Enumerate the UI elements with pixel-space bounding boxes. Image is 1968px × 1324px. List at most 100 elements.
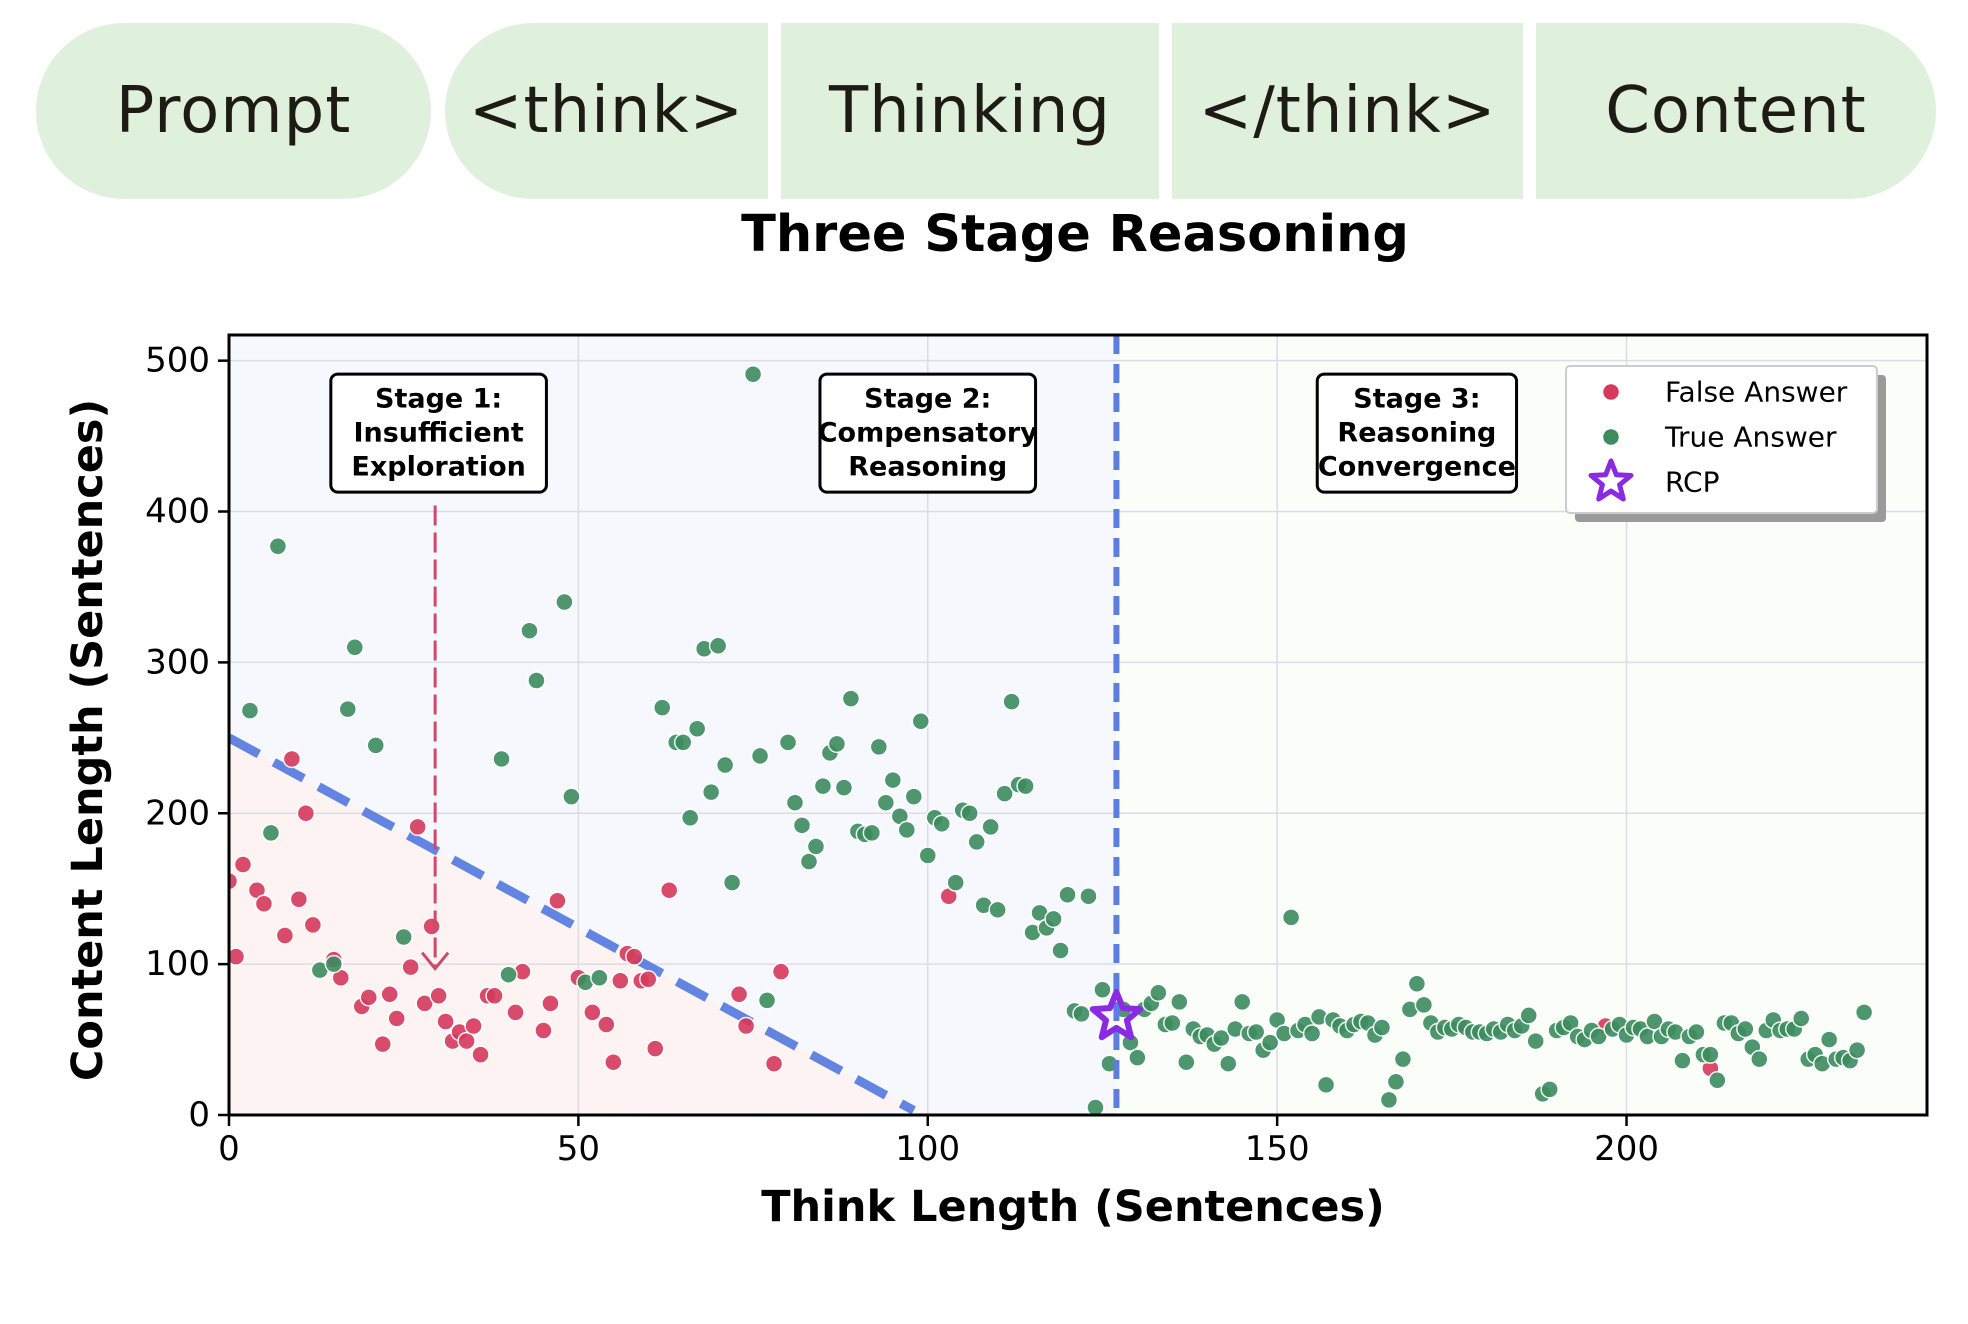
true-answer-point — [1211, 1028, 1231, 1048]
stage-label-text: Stage 3: — [1353, 384, 1480, 415]
true-answer-point — [1589, 1027, 1608, 1046]
true-answer-point — [240, 701, 260, 720]
false-answer-point — [289, 890, 309, 909]
y-tick-label: 200 — [145, 793, 210, 833]
true-answer-point — [841, 689, 861, 708]
x-tick-label: 100 — [895, 1129, 960, 1169]
true-answer-point — [1645, 1012, 1664, 1031]
true-answer-point — [261, 823, 281, 843]
true-answer-point — [897, 820, 917, 840]
true-answer-point — [562, 787, 581, 806]
false-answer-point — [457, 1031, 476, 1051]
true-answer-point — [394, 927, 413, 947]
false-answer-point — [373, 1034, 392, 1054]
true-answer-point — [1246, 1022, 1266, 1042]
true-answer-point — [1673, 1051, 1692, 1070]
false-answer-point — [275, 926, 295, 945]
true-answer-point — [1791, 1009, 1811, 1028]
false-answer-point — [736, 1016, 756, 1036]
x-tick-label: 150 — [1245, 1129, 1310, 1169]
true-answer-point — [680, 808, 700, 828]
false-answer-point — [597, 1015, 616, 1034]
true-answer-point — [1750, 1049, 1769, 1069]
true-answer-point — [827, 734, 847, 754]
true-answer-point — [1393, 1049, 1413, 1069]
true-answer-point — [1701, 1045, 1720, 1064]
true-answer-point — [743, 364, 763, 384]
true-answer-point — [492, 749, 511, 769]
y-tick-label: 100 — [145, 944, 210, 984]
true-answer-point — [932, 814, 951, 834]
true-answer-point — [799, 852, 819, 871]
stage-label-text: Insufficient — [353, 418, 523, 449]
true-answer-point — [813, 776, 833, 796]
true-answer-point — [785, 793, 805, 812]
stage-label-box — [818, 372, 1038, 494]
x-tick-label: 0 — [218, 1129, 240, 1169]
true-answer-point — [1379, 1090, 1399, 1110]
false-answer-point — [429, 986, 448, 1006]
true-answer-point — [338, 699, 358, 719]
false-answer-point — [464, 1016, 483, 1036]
true-answer-point — [345, 638, 365, 657]
pipeline-title: Three Stage Reasoning — [741, 205, 1409, 264]
true-answer-point — [1540, 1080, 1559, 1099]
true-answer-point — [1687, 1022, 1706, 1042]
false-answer-point — [659, 880, 679, 900]
true-answer-point — [1526, 1031, 1545, 1051]
x-tick-label: 200 — [1594, 1129, 1659, 1169]
false-answer-point — [422, 917, 441, 936]
true-answer-point — [1149, 983, 1168, 1003]
true-answer-point — [1086, 1098, 1105, 1115]
pipeline-segment-think-open: <think> — [445, 23, 768, 199]
pipeline-segment-thinking: Thinking — [781, 23, 1159, 199]
y-tick-label: 300 — [145, 642, 210, 682]
stage-label-text: Reasoning — [848, 452, 1007, 483]
false-answer-point — [387, 1009, 406, 1028]
true-answer-point — [1177, 1052, 1196, 1072]
true-answer-point — [862, 823, 882, 843]
rcp-star — [1089, 988, 1144, 1041]
true-answer-point — [967, 832, 986, 852]
stage-label-text: Stage 2: — [864, 384, 991, 415]
true-answer-point — [520, 621, 539, 640]
pipeline-segment-content: Content — [1536, 23, 1936, 199]
stage-label-text: Stage 1: — [375, 384, 502, 415]
false-answer-point — [415, 994, 434, 1013]
true-answer-point — [757, 991, 777, 1010]
false-answer-point — [583, 1003, 602, 1022]
plot-frame — [227, 333, 1929, 1117]
false-answer-point — [764, 1054, 784, 1073]
pipeline-segment-think-close: </think> — [1172, 23, 1523, 199]
true-answer-point — [268, 536, 288, 556]
false-answer-point — [611, 971, 630, 990]
stage-label-box — [1315, 372, 1519, 494]
true-answer-point — [590, 968, 609, 987]
legend-marker-true-answer — [1601, 427, 1621, 447]
false-answer-point — [380, 985, 399, 1004]
y-axis-label: Content Length (Sentences) — [63, 399, 113, 1081]
legend-marker-rcp — [1588, 458, 1634, 502]
false-answer-point — [534, 1021, 553, 1040]
false-answer-point — [229, 871, 239, 891]
stage-label-box — [329, 372, 548, 494]
true-answer-point — [1854, 1003, 1874, 1022]
legend-label-true-answer: True Answer — [1664, 421, 1837, 454]
true-answer-point — [918, 846, 938, 865]
stage-label-text: Convergence — [1318, 452, 1516, 483]
true-answer-point — [806, 837, 826, 856]
stage-label-text: Compensatory — [818, 418, 1038, 449]
true-answer-point — [1519, 1006, 1538, 1025]
true-answer-point — [869, 737, 889, 757]
true-answer-point — [1847, 1040, 1867, 1060]
true-answer-point — [1414, 995, 1434, 1015]
true-answer-point — [1072, 1004, 1091, 1024]
true-answer-point — [1058, 885, 1077, 904]
true-answer-point — [1002, 692, 1021, 711]
true-answer-point — [883, 770, 903, 790]
stage1-arrow-head — [420, 951, 450, 972]
y-tick-label: 400 — [145, 492, 210, 532]
